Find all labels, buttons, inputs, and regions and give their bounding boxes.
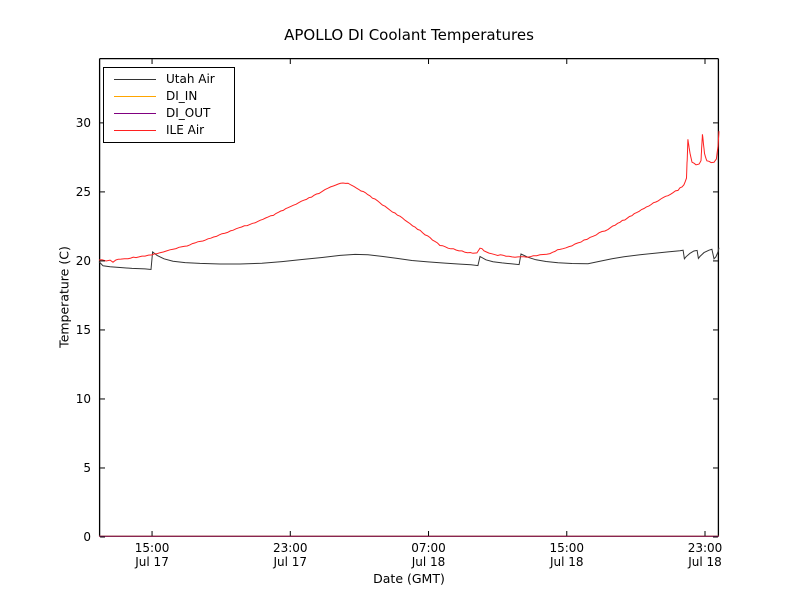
legend-label: Utah Air	[166, 72, 215, 86]
x-tick-label: 15:00 Jul 17	[135, 541, 170, 569]
x-tick-label: 07:00 Jul 18	[411, 541, 446, 569]
y-tick-label-25: 25	[75, 184, 91, 199]
x-tick-date: Jul 18	[549, 555, 584, 569]
x-tick-label: 15:00 Jul 18	[549, 541, 584, 569]
y-tick-label-30: 30	[75, 115, 91, 130]
y-tick-label-20: 20	[75, 253, 91, 268]
chart-title: APOLLO DI Coolant Temperatures	[284, 26, 534, 44]
series-line-utah-air	[98, 247, 720, 271]
legend-line-swatch	[114, 130, 156, 131]
legend-item-di-out: DI_OUT	[114, 105, 226, 122]
x-tick-time: 07:00	[411, 541, 446, 555]
x-tick-time: 23:00	[687, 541, 723, 555]
x-tick-date: Jul 18	[688, 555, 722, 569]
x-axis-label: Date (GMT)	[373, 571, 445, 586]
x-tick-date: Jul 17	[273, 555, 308, 569]
x-tick-time: 23:00	[272, 541, 308, 555]
x-tick-time: 15:00	[549, 541, 585, 555]
y-tick-label-5: 5	[83, 460, 91, 475]
series-line-ile-air	[98, 131, 720, 263]
plot-canvas	[98, 57, 720, 538]
legend-label: DI_OUT	[166, 106, 211, 120]
legend-item-utah-air: Utah Air	[114, 71, 226, 88]
x-tick-date: Jul 18	[411, 555, 446, 569]
legend-line-swatch	[114, 96, 156, 97]
x-tick-label: 23:00 Jul 18	[688, 541, 723, 569]
plot-area	[98, 57, 720, 538]
legend-item-di-in: DI_IN	[114, 88, 226, 105]
legend-line-swatch	[114, 79, 156, 80]
legend: Utah Air DI_IN DI_OUT ILE Air	[103, 67, 235, 143]
y-tick-label-15: 15	[75, 322, 91, 337]
legend-label: DI_IN	[166, 89, 198, 103]
x-tick-label: 23:00 Jul 17	[273, 541, 308, 569]
legend-line-swatch	[114, 113, 156, 114]
x-tick-time: 15:00	[134, 541, 170, 555]
y-tick-label-0: 0	[83, 530, 91, 544]
legend-label: ILE Air	[166, 123, 205, 137]
x-tick-date: Jul 17	[135, 555, 169, 569]
legend-item-ile-air: ILE Air	[114, 122, 226, 139]
y-axis-label: Temperature (C)	[56, 246, 72, 348]
y-tick-label-10: 10	[75, 391, 91, 406]
